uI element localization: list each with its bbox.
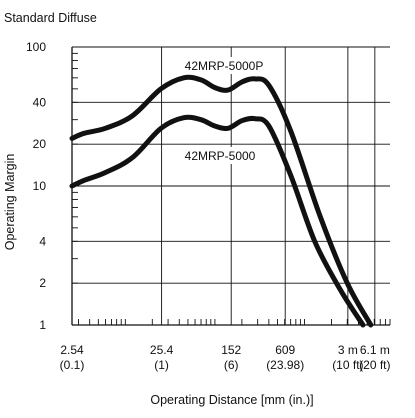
x-tick-label: 152 [221,343,241,357]
annotation-background [182,57,266,74]
x-axis-title: Operating Distance [mm (in.)] [150,393,313,407]
y-tick-label: 2 [39,276,46,290]
y-tick-label: 20 [33,137,47,151]
series-layer [69,74,374,328]
y-tick-label: 10 [33,179,47,193]
x-tick-sublabel: (6) [224,358,239,372]
tick-labels: 100 40 20 10 4 2 1 2.54(0.1) 25.4(1) 152(6) 609(23… [26,40,391,372]
y-tick-label: 4 [39,234,46,248]
x-tick-label: 25.4 [150,343,174,357]
annotation-background [178,147,262,164]
x-tick-label: 609 [275,343,295,357]
y-tick-label: 1 [39,318,46,332]
x-tick-sublabel: (20 ft) [359,358,390,372]
y-tick-label: 40 [33,95,47,109]
series-line-5000 [69,114,366,328]
x-tick-label: 2.54 [60,343,84,357]
chart-title: Standard Diffuse [4,11,97,25]
x-tick-sublabel: (10 ft) [332,358,363,372]
x-tick-label: 6.1 m [360,343,390,357]
y-tick-label: 100 [26,40,46,54]
series-annotation: 42MRP-5000P [185,59,264,73]
annotations: 42MRP-5000P 42MRP-5000 [178,57,266,164]
x-tick-sublabel: (23.98) [266,358,304,372]
x-tick-sublabel: (1) [154,358,169,372]
x-tick-sublabel: (0.1) [60,358,85,372]
series-annotation: 42MRP-5000 [185,149,256,163]
series-line-5000p [69,74,374,328]
y-axis-title: Operating Margin [3,154,17,251]
x-tick-label: 3 m [338,343,358,357]
